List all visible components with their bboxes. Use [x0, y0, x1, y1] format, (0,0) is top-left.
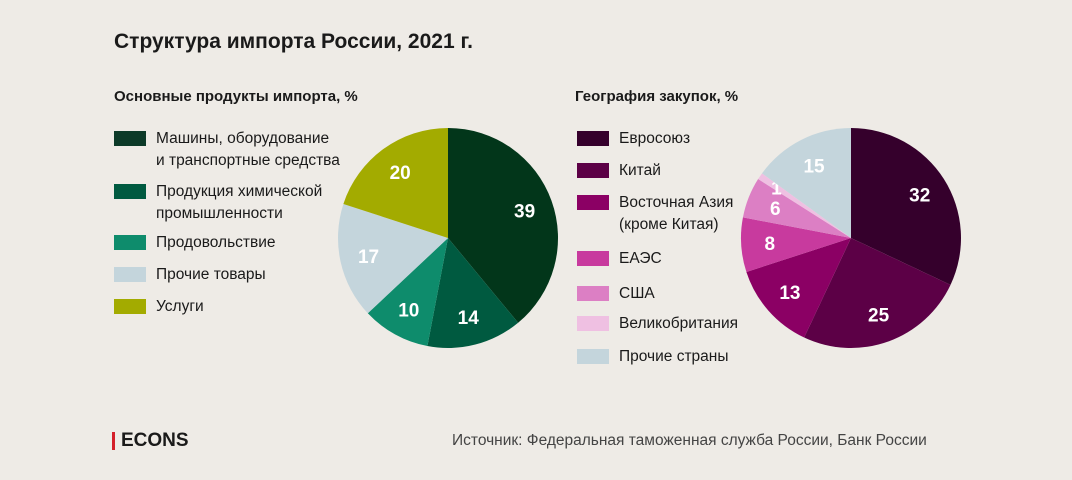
pie1-slice — [448, 128, 558, 323]
legend-swatch — [577, 131, 609, 146]
legend-swatch — [114, 267, 146, 282]
legend-label: Прочие товары — [156, 266, 266, 283]
legend-label: ЕАЭС — [619, 250, 662, 267]
pie2-data-label: 15 — [803, 156, 825, 177]
legend-item: Прочие товары — [114, 264, 266, 286]
pie2-slice — [762, 128, 851, 238]
pie2-data-label: 8 — [764, 234, 775, 255]
pie1-data-label: 17 — [358, 247, 379, 268]
pie1-data-label: 14 — [458, 308, 480, 329]
legend-swatch — [577, 251, 609, 266]
legend-swatch — [577, 349, 609, 364]
legend-swatch — [577, 195, 609, 210]
pie1-data-label: 10 — [398, 300, 419, 321]
pie1-slice — [338, 204, 448, 314]
legend-label: Продукция химической промышленности — [156, 183, 323, 222]
legend-item: Китай — [577, 160, 661, 182]
legend-item: США — [577, 283, 655, 305]
pie1-title: Основные продукты импорта, % — [114, 88, 358, 105]
legend-swatch — [114, 184, 146, 199]
pie2-slice — [742, 179, 851, 238]
legend-label: Услуги — [156, 298, 204, 315]
pie1-data-label: 39 — [514, 201, 535, 222]
legend-swatch — [577, 286, 609, 301]
pie2-slice — [746, 238, 851, 338]
pie2-data-label: 1 — [771, 178, 782, 199]
legend-label: Восточная Азия (кроме Китая) — [619, 194, 734, 233]
pie2-data-label: 25 — [868, 306, 890, 327]
legend-swatch — [577, 316, 609, 331]
legend-item: Услуги — [114, 296, 204, 318]
legend-label: Китай — [619, 162, 661, 179]
legend-item: Великобритания — [577, 313, 738, 335]
logo-bar — [112, 432, 115, 450]
pie2-data-label: 6 — [770, 199, 781, 220]
econs-logo: ECONS — [112, 430, 189, 452]
pie1-data-label: 20 — [390, 163, 411, 184]
pie2-slice — [804, 238, 951, 348]
pie2-slice — [741, 217, 851, 272]
legend-swatch — [577, 163, 609, 178]
pie2-slice — [758, 173, 851, 238]
source-note: Источник: Федеральная таможенная служба … — [452, 432, 927, 449]
legend-item: Продукция химической промышленности — [114, 181, 322, 225]
legend-label: Прочие страны — [619, 348, 729, 365]
legend-swatch — [114, 235, 146, 250]
legend-item: Прочие страны — [577, 346, 729, 368]
pie1-slice — [343, 128, 448, 238]
legend-label: Великобритания — [619, 315, 739, 332]
logo-text: ECONS — [121, 430, 189, 451]
legend-item: Восточная Азия (кроме Китая) — [577, 192, 733, 236]
pie1-slice — [427, 238, 519, 348]
legend-item: Продовольствие — [114, 232, 276, 254]
legend-label: Машины, оборудование и транспортные сред… — [156, 130, 340, 169]
legend-label: Евросоюз — [619, 130, 691, 147]
pie2-slice — [851, 128, 961, 285]
pie2-data-label: 13 — [779, 283, 800, 304]
legend-item: ЕАЭС — [577, 248, 662, 270]
legend-item: Машины, оборудование и транспортные сред… — [114, 128, 340, 172]
legend-label: США — [619, 285, 655, 302]
pie2-title: География закупок, % — [575, 88, 739, 105]
legend-swatch — [114, 299, 146, 314]
chart-title: Структура импорта России, 2021 г. — [114, 30, 473, 53]
legend-swatch — [114, 131, 146, 146]
pie1-slice — [367, 238, 448, 347]
legend-item: Евросоюз — [577, 128, 690, 150]
pie2-data-label: 32 — [909, 185, 930, 206]
legend-label: Продовольствие — [156, 234, 276, 251]
